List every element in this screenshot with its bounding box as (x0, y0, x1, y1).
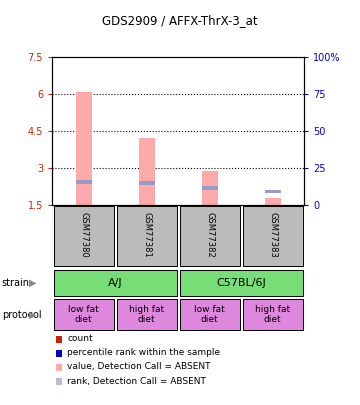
Text: low fat
diet: low fat diet (68, 305, 99, 324)
Bar (265, 190, 280, 194)
Text: A/J: A/J (108, 278, 122, 288)
Bar (76, 180, 91, 183)
Text: GSM77382: GSM77382 (205, 213, 214, 258)
Text: percentile rank within the sample: percentile rank within the sample (67, 348, 220, 357)
Bar (265, 198, 280, 205)
Bar (76, 92, 91, 205)
Text: high fat
diet: high fat diet (129, 305, 164, 324)
Text: strain: strain (2, 278, 30, 288)
Text: ▶: ▶ (29, 310, 36, 320)
Text: high fat
diet: high fat diet (255, 305, 290, 324)
Bar (202, 171, 217, 205)
Text: ▶: ▶ (29, 278, 36, 288)
Text: value, Detection Call = ABSENT: value, Detection Call = ABSENT (67, 362, 211, 371)
Text: rank, Detection Call = ABSENT: rank, Detection Call = ABSENT (67, 377, 206, 386)
Text: C57BL/6J: C57BL/6J (216, 278, 266, 288)
Bar (139, 181, 154, 185)
Bar (139, 138, 154, 205)
Bar (202, 186, 217, 190)
Text: GSM77383: GSM77383 (268, 212, 277, 258)
Text: protocol: protocol (2, 310, 41, 320)
Text: GSM77380: GSM77380 (79, 213, 88, 258)
Text: GSM77381: GSM77381 (142, 213, 151, 258)
Text: count: count (67, 334, 93, 343)
Text: GDS2909 / AFFX-ThrX-3_at: GDS2909 / AFFX-ThrX-3_at (102, 14, 258, 27)
Text: low fat
diet: low fat diet (194, 305, 225, 324)
